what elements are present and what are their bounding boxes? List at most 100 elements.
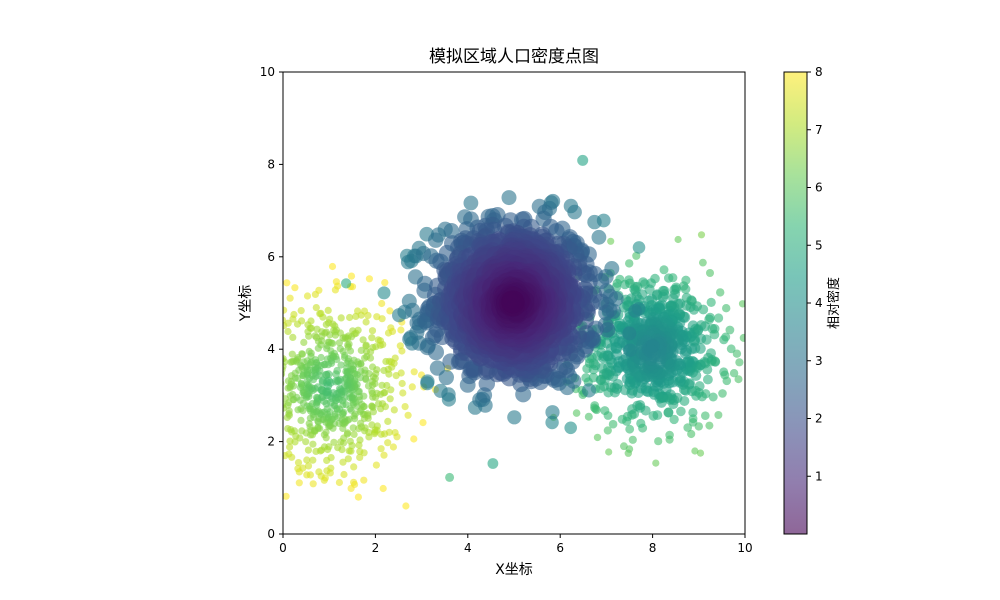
scatter-point xyxy=(269,401,276,408)
scatter-point xyxy=(275,375,282,382)
y-tick-label: 2 xyxy=(267,435,275,449)
scatter-point xyxy=(567,204,582,220)
scatter-point xyxy=(294,459,303,467)
scatter-point xyxy=(346,437,354,445)
scatter-point xyxy=(357,346,365,354)
y-tick-label: 8 xyxy=(267,157,275,171)
scatter-point xyxy=(346,347,355,355)
colorbar-tick-label: 8 xyxy=(815,65,823,79)
colorbar xyxy=(783,71,808,535)
y-tick-label: 4 xyxy=(267,342,275,356)
scatter-point xyxy=(340,470,348,479)
scatter-point xyxy=(716,288,725,297)
scatter-point xyxy=(408,383,416,391)
scatter-point xyxy=(664,273,674,283)
scatter-point xyxy=(257,395,264,402)
scatter-point xyxy=(251,344,258,351)
scatter-point xyxy=(253,431,260,438)
scatter-point xyxy=(386,395,394,403)
scatter-point xyxy=(302,438,310,446)
scatter-point xyxy=(272,414,279,421)
scatter-point xyxy=(273,383,280,390)
scatter-point xyxy=(290,382,298,390)
x-tick-label: 6 xyxy=(556,541,564,555)
scatter-point xyxy=(745,333,753,341)
scatter-point xyxy=(398,347,406,355)
scatter-point xyxy=(697,231,706,239)
scatter-point xyxy=(683,423,692,432)
scatter-point xyxy=(283,306,288,314)
scatter-point xyxy=(283,366,286,374)
scatter-point xyxy=(297,416,305,424)
scatter-point xyxy=(719,335,729,345)
scatter-point xyxy=(385,370,393,378)
chart-title: 模拟区域人口密度点图 xyxy=(429,47,599,67)
scatter-point xyxy=(390,406,398,414)
scatter-point xyxy=(652,459,660,467)
scatter-point xyxy=(628,435,637,444)
scatter-point xyxy=(268,398,275,405)
scatter-point xyxy=(652,410,663,420)
scatter-point xyxy=(738,300,745,308)
scatter-point xyxy=(261,454,268,461)
scatter-point xyxy=(607,237,615,245)
scatter-point xyxy=(501,290,525,314)
scatter-point xyxy=(227,388,234,395)
scatter-point xyxy=(445,472,455,482)
scatter-point xyxy=(410,368,418,376)
scatter-point xyxy=(632,251,641,260)
scatter-point xyxy=(384,329,393,337)
scatter-point xyxy=(262,386,269,393)
scatter-point xyxy=(691,447,699,455)
scatter-point xyxy=(665,430,674,440)
scatter-point xyxy=(274,380,281,387)
scatter-point xyxy=(368,421,376,429)
scatter-point xyxy=(732,349,742,358)
scatter-point xyxy=(286,443,294,451)
scatter-point xyxy=(389,443,397,451)
scatter-point xyxy=(719,367,729,377)
scatter-point xyxy=(271,325,278,332)
scatter-point xyxy=(268,380,275,387)
scatter-point xyxy=(612,379,623,390)
scatter-point xyxy=(443,223,460,239)
scatter-point xyxy=(681,292,692,303)
scatter-point xyxy=(331,286,339,294)
colorbar-tick-label: 3 xyxy=(815,354,823,368)
scatter-point xyxy=(364,382,373,390)
scatter-point xyxy=(369,363,377,371)
scatter-point xyxy=(714,313,724,323)
scatter-point xyxy=(587,214,602,230)
scatter-point xyxy=(250,404,257,411)
scatter-point xyxy=(714,411,723,419)
scatter-point xyxy=(215,393,222,400)
scatter-point xyxy=(373,313,381,321)
scatter-point xyxy=(315,468,323,476)
scatter-point xyxy=(625,424,635,434)
colorbar-label: 相对密度 xyxy=(826,277,842,329)
y-tick-label: 0 xyxy=(267,527,275,541)
scatter-point xyxy=(352,312,360,320)
scatter-point xyxy=(275,456,282,463)
scatter-point xyxy=(334,444,342,452)
scatter-point xyxy=(755,300,762,307)
x-tick-label: 10 xyxy=(737,541,752,555)
scatter-point xyxy=(708,392,718,402)
scatter-point xyxy=(356,436,364,444)
scatter-point xyxy=(304,446,312,454)
scatter-point xyxy=(257,377,264,384)
colorbar-tick-label: 5 xyxy=(815,238,823,252)
scatter-point xyxy=(327,454,335,462)
scatter-point xyxy=(350,478,358,486)
scatter-point xyxy=(380,366,388,375)
scatter-point xyxy=(314,344,322,352)
scatter-point xyxy=(600,406,610,416)
colorbar-tick-label: 7 xyxy=(815,123,823,137)
scatter-point xyxy=(487,458,499,469)
scatter-point xyxy=(239,342,246,349)
scatter-point xyxy=(572,409,581,417)
points-layer xyxy=(215,154,762,510)
scatter-point xyxy=(266,325,273,332)
scatter-point xyxy=(357,311,365,319)
scatter-point xyxy=(384,439,392,447)
